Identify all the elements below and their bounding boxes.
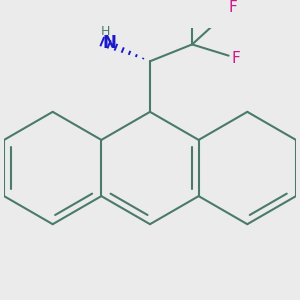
Text: F: F — [228, 0, 237, 15]
Text: F: F — [188, 0, 197, 3]
Text: N: N — [102, 34, 116, 52]
Text: F: F — [231, 51, 240, 66]
Text: H: H — [100, 25, 110, 38]
